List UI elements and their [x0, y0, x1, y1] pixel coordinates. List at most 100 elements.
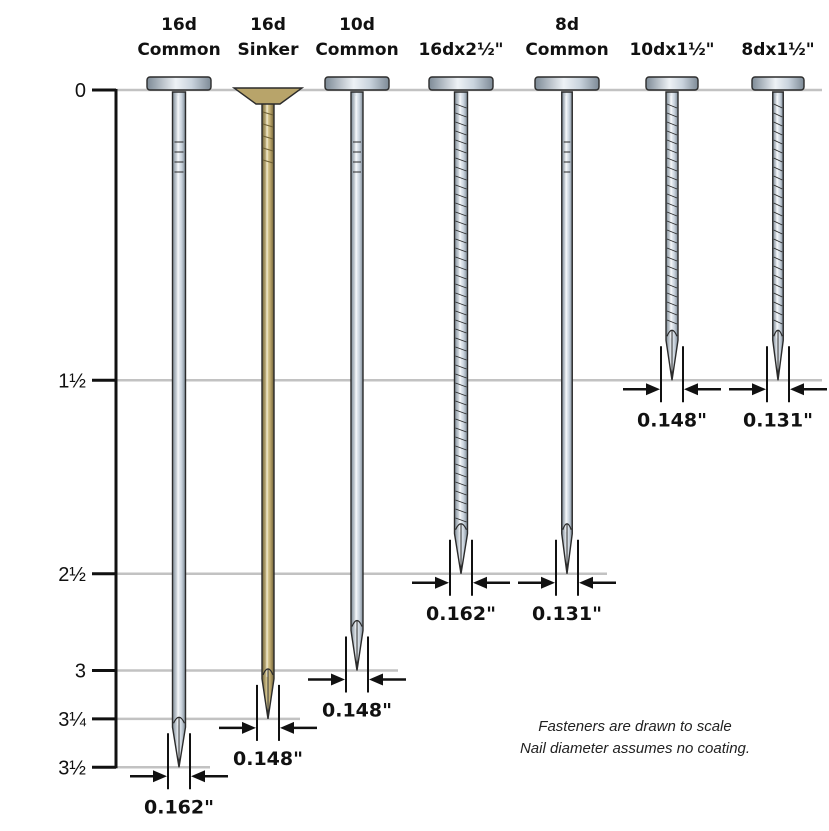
ring-mark	[666, 166, 678, 172]
ring-mark	[666, 283, 678, 289]
ring-mark	[455, 157, 467, 163]
ring-mark	[773, 229, 783, 235]
ring-mark	[455, 310, 467, 316]
ring-mark	[666, 139, 678, 145]
ring-mark	[773, 148, 783, 154]
ring-mark	[773, 256, 783, 262]
ring-mark	[455, 148, 467, 154]
arrow-left-head	[752, 383, 766, 396]
ring-mark	[773, 211, 783, 217]
ring-mark	[773, 292, 783, 298]
nail-diameter-marker: 0.162"	[130, 733, 228, 818]
ring-mark	[773, 265, 783, 271]
ring-mark	[455, 454, 467, 460]
scale-tick-label-1: 1½	[58, 370, 86, 392]
nail-3: 10d Common 0.148"	[308, 15, 406, 722]
ring-mark	[773, 202, 783, 208]
ring-mark	[455, 508, 467, 514]
arrow-left-head	[646, 383, 660, 396]
nail-name-line-1: 16d	[250, 15, 286, 35]
nail-head	[534, 76, 600, 91]
ring-mark	[666, 238, 678, 244]
ring-mark	[666, 265, 678, 271]
ring-mark	[455, 301, 467, 307]
ring-mark	[455, 463, 467, 469]
ring-mark	[455, 247, 467, 253]
nail-name-line-2: 10dx1½"	[629, 40, 714, 60]
ring-mark	[455, 490, 467, 496]
ring-mark	[666, 202, 678, 208]
nail-name-line-2: Common	[315, 40, 398, 60]
scale-tick-label-5: 3½	[58, 757, 86, 779]
ring-mark	[773, 139, 783, 145]
nail-diameter-marker: 0.131"	[729, 346, 827, 431]
ring-mark	[773, 166, 783, 172]
ring-mark	[666, 319, 678, 325]
ring-mark	[666, 148, 678, 154]
note-line-1: Fasteners are drawn to scale	[538, 718, 732, 735]
arrow-left-head	[331, 673, 345, 686]
ring-mark	[455, 175, 467, 181]
scale-tick-label-0: 0	[75, 80, 86, 102]
arrow-left-head	[153, 770, 167, 783]
arrow-right-head	[369, 673, 383, 686]
ring-mark	[455, 445, 467, 451]
diameter-label: 0.148"	[233, 748, 303, 770]
nail-shank	[261, 91, 275, 719]
ring-mark	[455, 517, 467, 523]
ring-mark	[773, 319, 783, 325]
nail-7: 8dx1½" 0.131"	[729, 40, 827, 431]
nail-head	[146, 76, 212, 91]
arrow-right-head	[684, 383, 698, 396]
nail-head	[428, 76, 494, 91]
ring-mark	[773, 247, 783, 253]
ring-mark	[666, 301, 678, 307]
nail-head	[645, 76, 699, 91]
ring-mark	[455, 184, 467, 190]
ring-mark	[666, 130, 678, 136]
nail-4: 16dx2½" 0.162"	[412, 40, 510, 625]
ring-mark	[666, 247, 678, 253]
ring-mark	[455, 373, 467, 379]
ring-mark	[773, 193, 783, 199]
ring-mark	[455, 292, 467, 298]
sinker-ridge	[262, 159, 274, 164]
ring-mark	[455, 364, 467, 370]
arrow-right-head	[790, 383, 804, 396]
ring-mark	[455, 256, 467, 262]
nail-name-line-2: 16dx2½"	[418, 40, 503, 60]
nail-shank	[350, 91, 364, 671]
nail-shank	[561, 91, 573, 574]
ring-mark	[455, 427, 467, 433]
nail-shank	[171, 91, 187, 768]
ring-mark	[455, 499, 467, 505]
nail-2: 16d Sinker 0.148"	[219, 15, 317, 770]
sinker-ridge	[262, 147, 274, 152]
arrow-right-head	[191, 770, 205, 783]
nail-name-line-1: 16d	[161, 15, 197, 35]
ring-mark	[773, 112, 783, 118]
ring-mark	[666, 175, 678, 181]
ring-mark	[455, 328, 467, 334]
ring-mark	[773, 220, 783, 226]
arrow-left-head	[435, 576, 449, 589]
nail-diameter-marker: 0.148"	[219, 684, 317, 770]
ring-mark	[455, 346, 467, 352]
ring-mark	[666, 229, 678, 235]
ring-mark	[666, 292, 678, 298]
arrow-left-head	[242, 721, 256, 734]
ring-mark	[455, 130, 467, 136]
ring-mark	[455, 193, 467, 199]
sinker-ridge	[262, 135, 274, 140]
diameter-label: 0.148"	[322, 700, 392, 722]
nail-shank	[665, 91, 679, 381]
ring-mark	[455, 166, 467, 172]
ring-mark	[455, 112, 467, 118]
sinker-ridge	[262, 123, 274, 128]
ring-mark	[455, 202, 467, 208]
ring-mark	[773, 157, 783, 163]
nail-head	[231, 87, 305, 105]
ring-mark	[773, 301, 783, 307]
diameter-label: 0.162"	[426, 603, 496, 625]
